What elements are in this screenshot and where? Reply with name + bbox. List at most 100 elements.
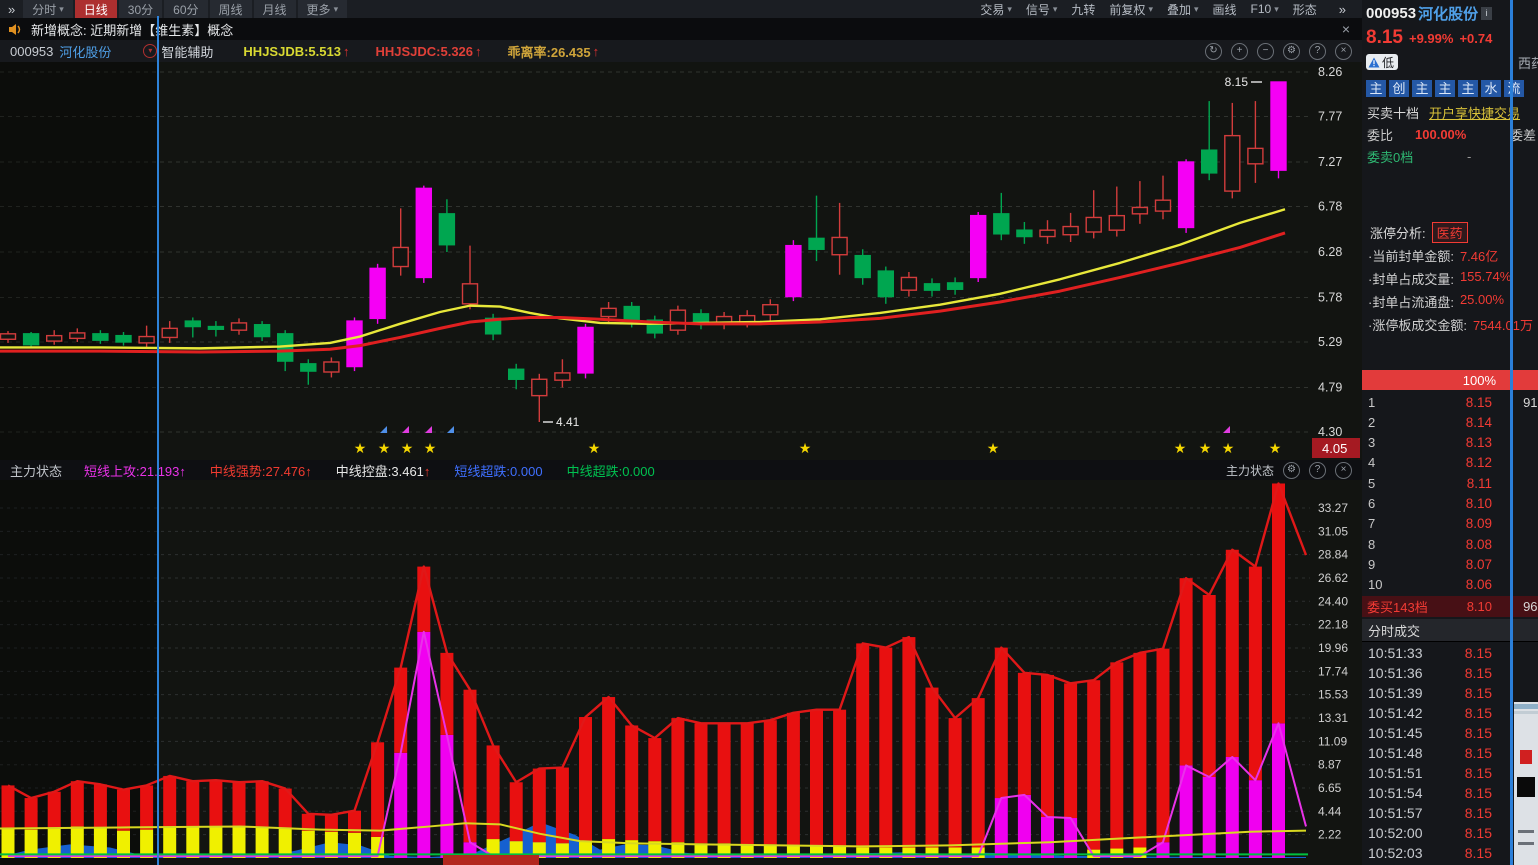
svg-text:24.40: 24.40	[1318, 594, 1348, 608]
help-icon[interactable]: ?	[1309, 461, 1326, 479]
tab-日线[interactable]: 日线	[74, 0, 117, 19]
limit-sector-tag[interactable]: 医药	[1431, 221, 1468, 243]
order-book-row[interactable]: 10 8.06	[1362, 575, 1538, 595]
up-arrow-icon: ↑	[423, 463, 431, 479]
board-chip-1[interactable]: 创	[1389, 79, 1409, 97]
level-price: 8.11	[1466, 475, 1492, 491]
quote-stock-name[interactable]: 河化股份	[1418, 5, 1479, 23]
menu-交易[interactable]: 交易 ▾	[980, 1, 1012, 18]
order-book-row[interactable]: 9 8.07	[1362, 554, 1538, 574]
trade-row: 10:52:00 8.15	[1362, 823, 1538, 843]
level-price: 8.12	[1465, 455, 1492, 471]
menu-形态[interactable]: 形态	[1293, 1, 1317, 18]
close-icon[interactable]: ×	[1335, 461, 1352, 479]
order-book-row[interactable]: 1 8.15 9152	[1362, 392, 1538, 412]
refresh-icon[interactable]: ↻	[1205, 43, 1222, 60]
candlestick-chart[interactable]: 8.26 7.77 7.27 6.78 6.28 5.78 5.29 4.79 4.30 4.05…	[0, 62, 1362, 460]
notice-close-icon[interactable]: ×	[1341, 21, 1350, 37]
svg-text:★: ★	[1199, 440, 1212, 456]
tab-周线[interactable]: 周线	[209, 0, 252, 19]
gear-icon[interactable]: ⚙	[1283, 461, 1300, 479]
tape-header[interactable]: 分时成交	[1362, 619, 1538, 642]
depth-label[interactable]: 买卖十档	[1367, 105, 1420, 121]
board-chip-4[interactable]: 主	[1458, 79, 1478, 97]
sell-levels-label: 委卖0档	[1367, 149, 1414, 165]
trade-time: 10:51:57	[1368, 805, 1423, 821]
board-chip-3[interactable]: 主	[1435, 79, 1455, 97]
level-volume: 2	[1492, 496, 1538, 511]
menu-label: 九转	[1071, 2, 1096, 17]
level-price: 8.06	[1465, 577, 1492, 593]
svg-text:19.96: 19.96	[1318, 641, 1348, 655]
help-icon[interactable]: ?	[1309, 43, 1326, 60]
main-force-indicator-chart[interactable]: 33.27 31.05 28.84 26.62 24.40 22.18 19.96 17.74…	[0, 480, 1362, 865]
board-chip-6[interactable]: 流	[1504, 79, 1524, 97]
tab-label: 日线	[83, 2, 108, 17]
board-chip-0[interactable]: 主	[1366, 79, 1386, 97]
tab-分时[interactable]: 分时 ▾	[23, 0, 73, 19]
svg-text:6.28: 6.28	[1318, 245, 1342, 259]
tab-60分[interactable]: 60分	[164, 0, 208, 19]
warning-triangle-icon	[1368, 57, 1380, 67]
trade-time: 10:51:42	[1368, 705, 1423, 721]
board-chip-2[interactable]: 主	[1412, 79, 1432, 97]
trade-row: 10:51:42 8.15	[1362, 703, 1538, 723]
limit-row: ·封单占流通盘: 25.00%	[1362, 292, 1538, 311]
risk-badge[interactable]: 低	[1366, 54, 1399, 70]
tab-月线[interactable]: 月线	[253, 0, 296, 19]
gear-icon[interactable]: ⚙	[1283, 43, 1300, 60]
order-book-row[interactable]: 6 8.102	[1362, 494, 1538, 514]
menu-信号[interactable]: 信号 ▾	[1026, 1, 1058, 18]
order-book-row[interactable]: 3 8.134	[1362, 433, 1538, 453]
menu-九转[interactable]: 九转	[1071, 1, 1095, 18]
tab-更多[interactable]: 更多 ▾	[297, 0, 348, 19]
info-icon[interactable]: i	[1481, 6, 1493, 20]
zoom-out-icon[interactable]: −	[1257, 43, 1274, 60]
risk-row: 低 西药	[1362, 52, 1538, 72]
svg-text:11.09: 11.09	[1318, 734, 1347, 748]
trade-row: 10:51:33 8.15	[1362, 643, 1538, 663]
svg-text:4.30: 4.30	[1318, 425, 1342, 439]
menu-前复权[interactable]: 前复权 ▾	[1109, 1, 1153, 18]
period-tabs: 分时 ▾ 日线 30分 60分 周线 月线 更多 ▾	[23, 0, 348, 19]
indicator-text: HHJSJDC:5.326	[375, 43, 474, 59]
svg-text:8.26: 8.26	[1318, 65, 1342, 79]
limit-row-value: 7.46亿	[1459, 249, 1499, 264]
quote-price-row: 8.15 +9.99% +0.74	[1362, 26, 1538, 50]
floating-window-edge[interactable]	[1514, 702, 1538, 865]
svg-text:★: ★	[1174, 440, 1187, 456]
buy-levels-price: 8.10	[1466, 599, 1492, 614]
svg-text:7.27: 7.27	[1318, 155, 1342, 169]
order-book-row[interactable]: 5 8.11	[1362, 473, 1538, 493]
collapse-right-icon[interactable]: »	[1338, 1, 1346, 17]
trade-row: 10:51:51 8.15	[1362, 763, 1538, 783]
limit-row: ·涨停板成交金额: 7544.01万	[1362, 315, 1538, 334]
menu-画线[interactable]: 画线	[1213, 1, 1237, 18]
menu-叠加[interactable]: 叠加 ▾	[1167, 1, 1199, 18]
panel-split-divider[interactable]	[1510, 0, 1513, 865]
tab-30分[interactable]: 30分	[118, 0, 163, 19]
smart-assist-toggle[interactable]: ▾ 智能辅助	[143, 42, 213, 61]
indicator-text: 乖离率:26.435	[507, 44, 591, 60]
svg-text:22.18: 22.18	[1318, 618, 1348, 632]
stock-name[interactable]: 河化股份	[59, 44, 112, 60]
order-book-row[interactable]: 7 8.09	[1362, 514, 1538, 534]
board-chip-5[interactable]: 水	[1481, 79, 1501, 97]
level-price: 8.07	[1465, 556, 1492, 572]
zoom-in-icon[interactable]: +	[1231, 43, 1248, 60]
close-icon[interactable]: ×	[1335, 43, 1352, 60]
open-account-link[interactable]: 开户享快捷交易	[1429, 105, 1521, 121]
order-book-row[interactable]: 2 8.141	[1362, 412, 1538, 432]
trade-time: 10:52:00	[1368, 825, 1423, 841]
limit-analysis-title-row: 涨停分析: 医药	[1362, 221, 1538, 243]
menu-F10[interactable]: F10 ▾	[1251, 2, 1279, 16]
order-book-row[interactable]: 8 8.08	[1362, 534, 1538, 554]
sector-label[interactable]: 西药	[1517, 55, 1538, 71]
collapse-left-icon[interactable]: »	[8, 1, 16, 17]
trade-price: 8.15	[1464, 665, 1492, 681]
svg-text:★: ★	[424, 440, 437, 456]
svg-text:5.29: 5.29	[1318, 335, 1342, 349]
limit-row: ·封单占成交量: 155.74%	[1362, 269, 1538, 288]
trade-price: 8.15	[1464, 845, 1492, 861]
order-book-row[interactable]: 4 8.12	[1362, 453, 1538, 473]
